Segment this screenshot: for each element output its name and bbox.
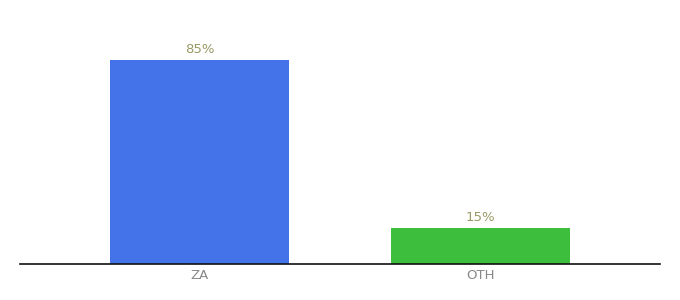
Text: 15%: 15% <box>466 212 496 224</box>
Text: 85%: 85% <box>185 44 214 56</box>
Bar <box>110 60 289 264</box>
Bar <box>391 228 570 264</box>
